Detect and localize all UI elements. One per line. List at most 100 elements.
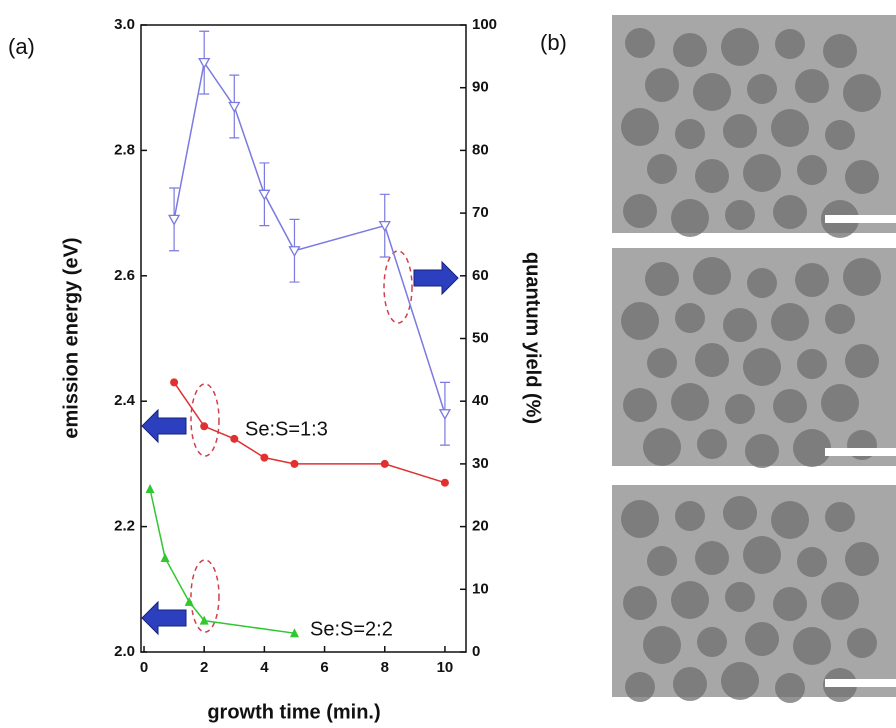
particle	[645, 68, 679, 102]
marker	[230, 435, 238, 443]
particle	[625, 672, 655, 702]
marker	[169, 215, 179, 224]
y2-tick-label: 70	[472, 204, 489, 221]
particle	[797, 547, 827, 577]
particle	[647, 154, 677, 184]
particle	[771, 109, 809, 147]
particle	[823, 34, 857, 68]
particle	[825, 304, 855, 334]
marker	[440, 410, 450, 419]
particle	[745, 622, 779, 656]
particle	[797, 349, 827, 379]
x-tick-label: 10	[437, 659, 454, 676]
y-tick-label: 2.6	[114, 267, 135, 284]
marker	[441, 479, 449, 487]
arrow-left	[142, 410, 186, 442]
particle	[797, 155, 827, 185]
marker	[161, 553, 170, 562]
marker	[259, 190, 269, 199]
marker	[185, 597, 194, 606]
particle	[695, 159, 729, 193]
y-tick-label: 2.8	[114, 141, 135, 158]
particle	[793, 627, 831, 665]
particle	[647, 348, 677, 378]
particle	[673, 667, 707, 701]
x-tick-label: 4	[260, 659, 269, 676]
particle	[721, 662, 759, 700]
particle	[695, 541, 729, 575]
particle	[773, 587, 807, 621]
marker	[170, 378, 178, 386]
particle	[845, 542, 879, 576]
ellipse	[191, 384, 219, 456]
particle	[743, 154, 781, 192]
marker	[381, 460, 389, 468]
marker	[290, 460, 298, 468]
arrow-left	[142, 602, 186, 634]
x-axis-label: growth time (min.)	[207, 701, 380, 723]
y2-tick-label: 90	[472, 79, 489, 96]
particle	[645, 262, 679, 296]
x-tick-label: 2	[200, 659, 208, 676]
particle	[625, 28, 655, 58]
particle	[845, 160, 879, 194]
ellipses	[191, 251, 412, 632]
particle	[723, 114, 757, 148]
particle	[723, 308, 757, 342]
panel-label: (b)	[540, 30, 567, 55]
scale-bar	[825, 215, 896, 223]
particle	[745, 434, 779, 468]
y2-tick-label: 40	[472, 392, 489, 409]
series-annotation: Se:S=1:3	[245, 418, 328, 440]
particle	[821, 384, 859, 422]
particle	[743, 536, 781, 574]
particle	[771, 501, 809, 539]
scale-bar	[825, 679, 896, 687]
particle	[725, 582, 755, 612]
ellipse	[384, 251, 412, 323]
particle	[697, 429, 727, 459]
x-tick-label: 8	[381, 659, 389, 676]
particle	[623, 194, 657, 228]
tem-images	[612, 15, 896, 703]
particle	[725, 200, 755, 230]
particle	[773, 195, 807, 229]
particle	[671, 199, 709, 237]
series-annotation: Se:S=2:2	[310, 618, 393, 640]
y2-tick-label: 20	[472, 518, 489, 535]
particle	[723, 496, 757, 530]
marker	[289, 247, 299, 256]
particle	[643, 626, 681, 664]
particle	[671, 581, 709, 619]
y2-tick-label: 60	[472, 267, 489, 284]
particle	[775, 29, 805, 59]
particle	[843, 258, 881, 296]
particle	[693, 257, 731, 295]
particle	[693, 73, 731, 111]
particle	[697, 627, 727, 657]
y2-tick-label: 30	[472, 455, 489, 472]
y-tick-label: 2.4	[114, 392, 136, 409]
particle	[775, 673, 805, 703]
marker	[146, 484, 155, 493]
y2-tick-label: 100	[472, 16, 497, 33]
panel-label: (a)	[8, 34, 35, 59]
figure: (a) (b) growth time (min.) emission ener…	[0, 0, 896, 728]
y-axis-label: emission energy (eV)	[60, 237, 82, 438]
particle	[845, 344, 879, 378]
y2-tick-label: 50	[472, 329, 489, 346]
y2-tick-label: 80	[472, 141, 489, 158]
particle	[743, 348, 781, 386]
particle	[795, 69, 829, 103]
particle	[725, 394, 755, 424]
particle	[621, 500, 659, 538]
scale-bar	[825, 448, 896, 456]
particle	[675, 501, 705, 531]
particle	[647, 546, 677, 576]
plot-frame	[141, 25, 466, 652]
marker	[199, 59, 209, 68]
y2-tick-label: 10	[472, 580, 489, 597]
particle	[621, 302, 659, 340]
particle	[795, 263, 829, 297]
marker	[229, 103, 239, 112]
